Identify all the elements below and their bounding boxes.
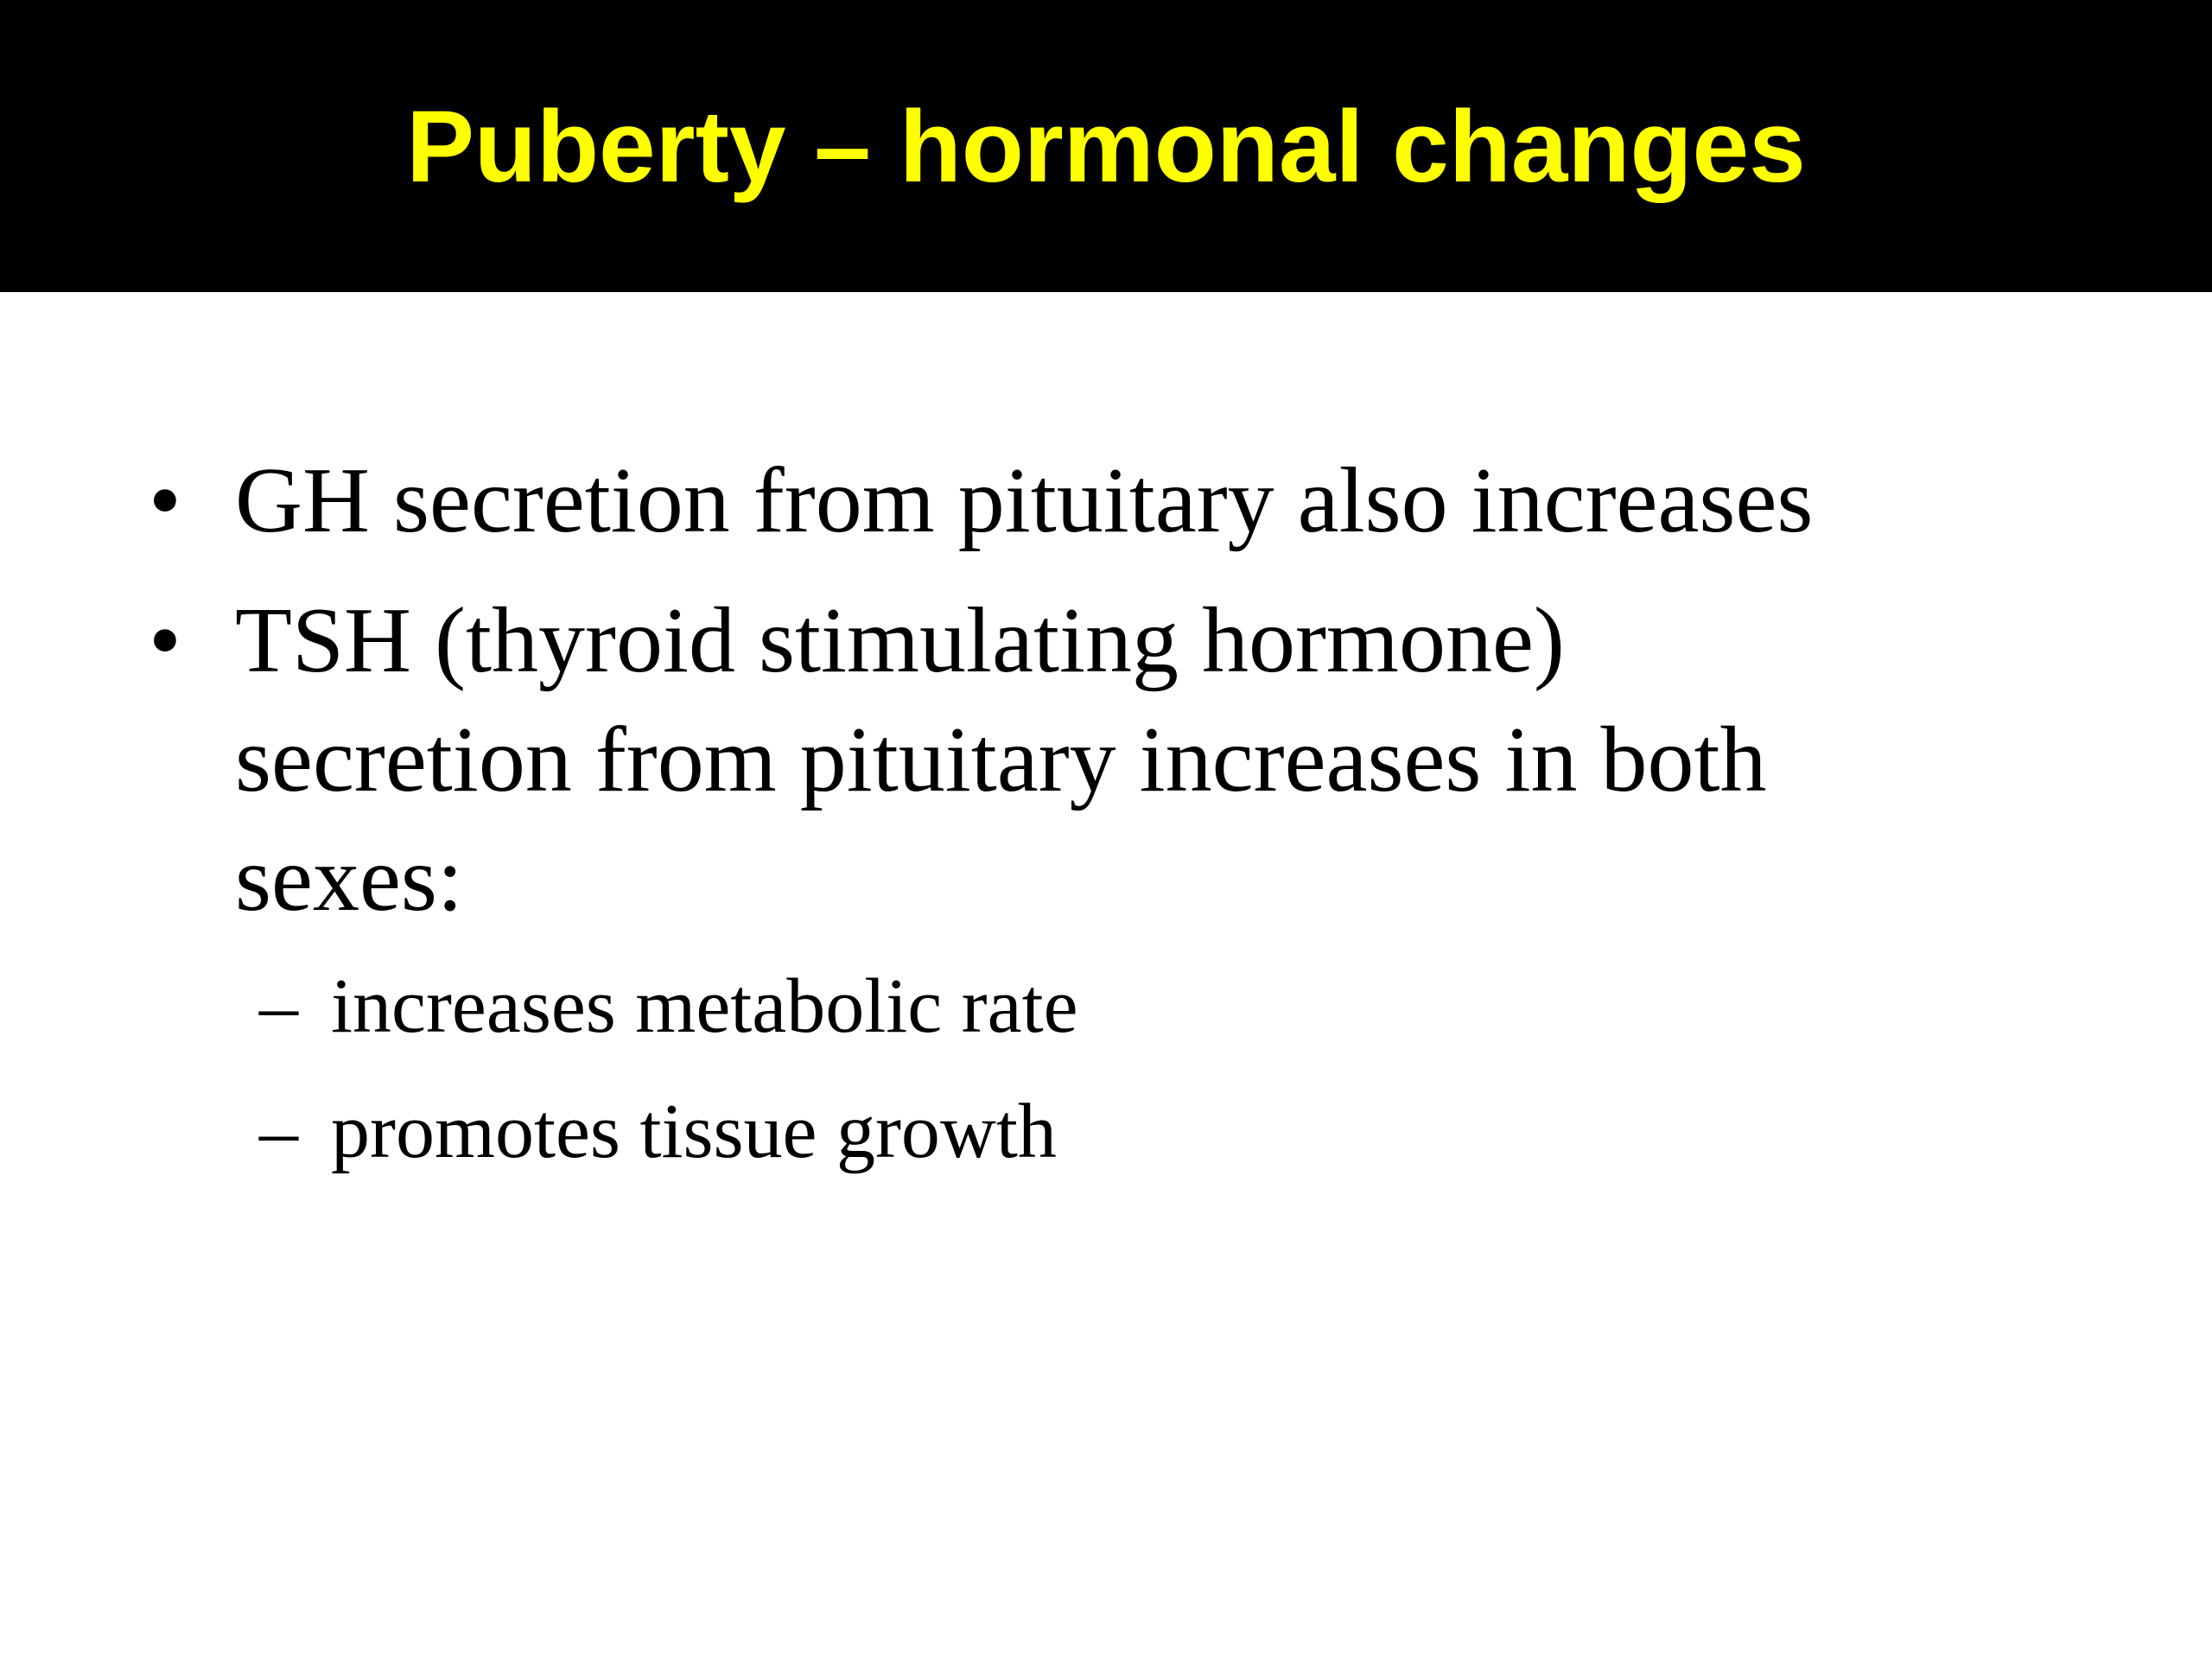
bullet-marker: •	[149, 589, 181, 692]
bullet-2-line-1: TSH (thyroid stimulating hormone)	[235, 589, 1565, 692]
bullet-1-line-1: GH secretion from pituitary also increas…	[235, 449, 1814, 552]
slide-title: Puberty – hormonal changes	[406, 90, 1806, 204]
sub-bullet-marker: –	[259, 1089, 298, 1174]
sub-bullet-1: increases metabolic rate	[331, 963, 1078, 1049]
sub-bullet-2: promotes tissue growth	[331, 1089, 1057, 1174]
bullet-2-line-2: secretion from pituitary increases in bo…	[235, 709, 1767, 811]
sub-bullet-marker: –	[259, 963, 298, 1049]
bullet-2-line-3: sexes:	[235, 828, 463, 931]
bullet-marker: •	[149, 449, 181, 552]
title-bar: Puberty – hormonal changes	[0, 0, 2212, 292]
